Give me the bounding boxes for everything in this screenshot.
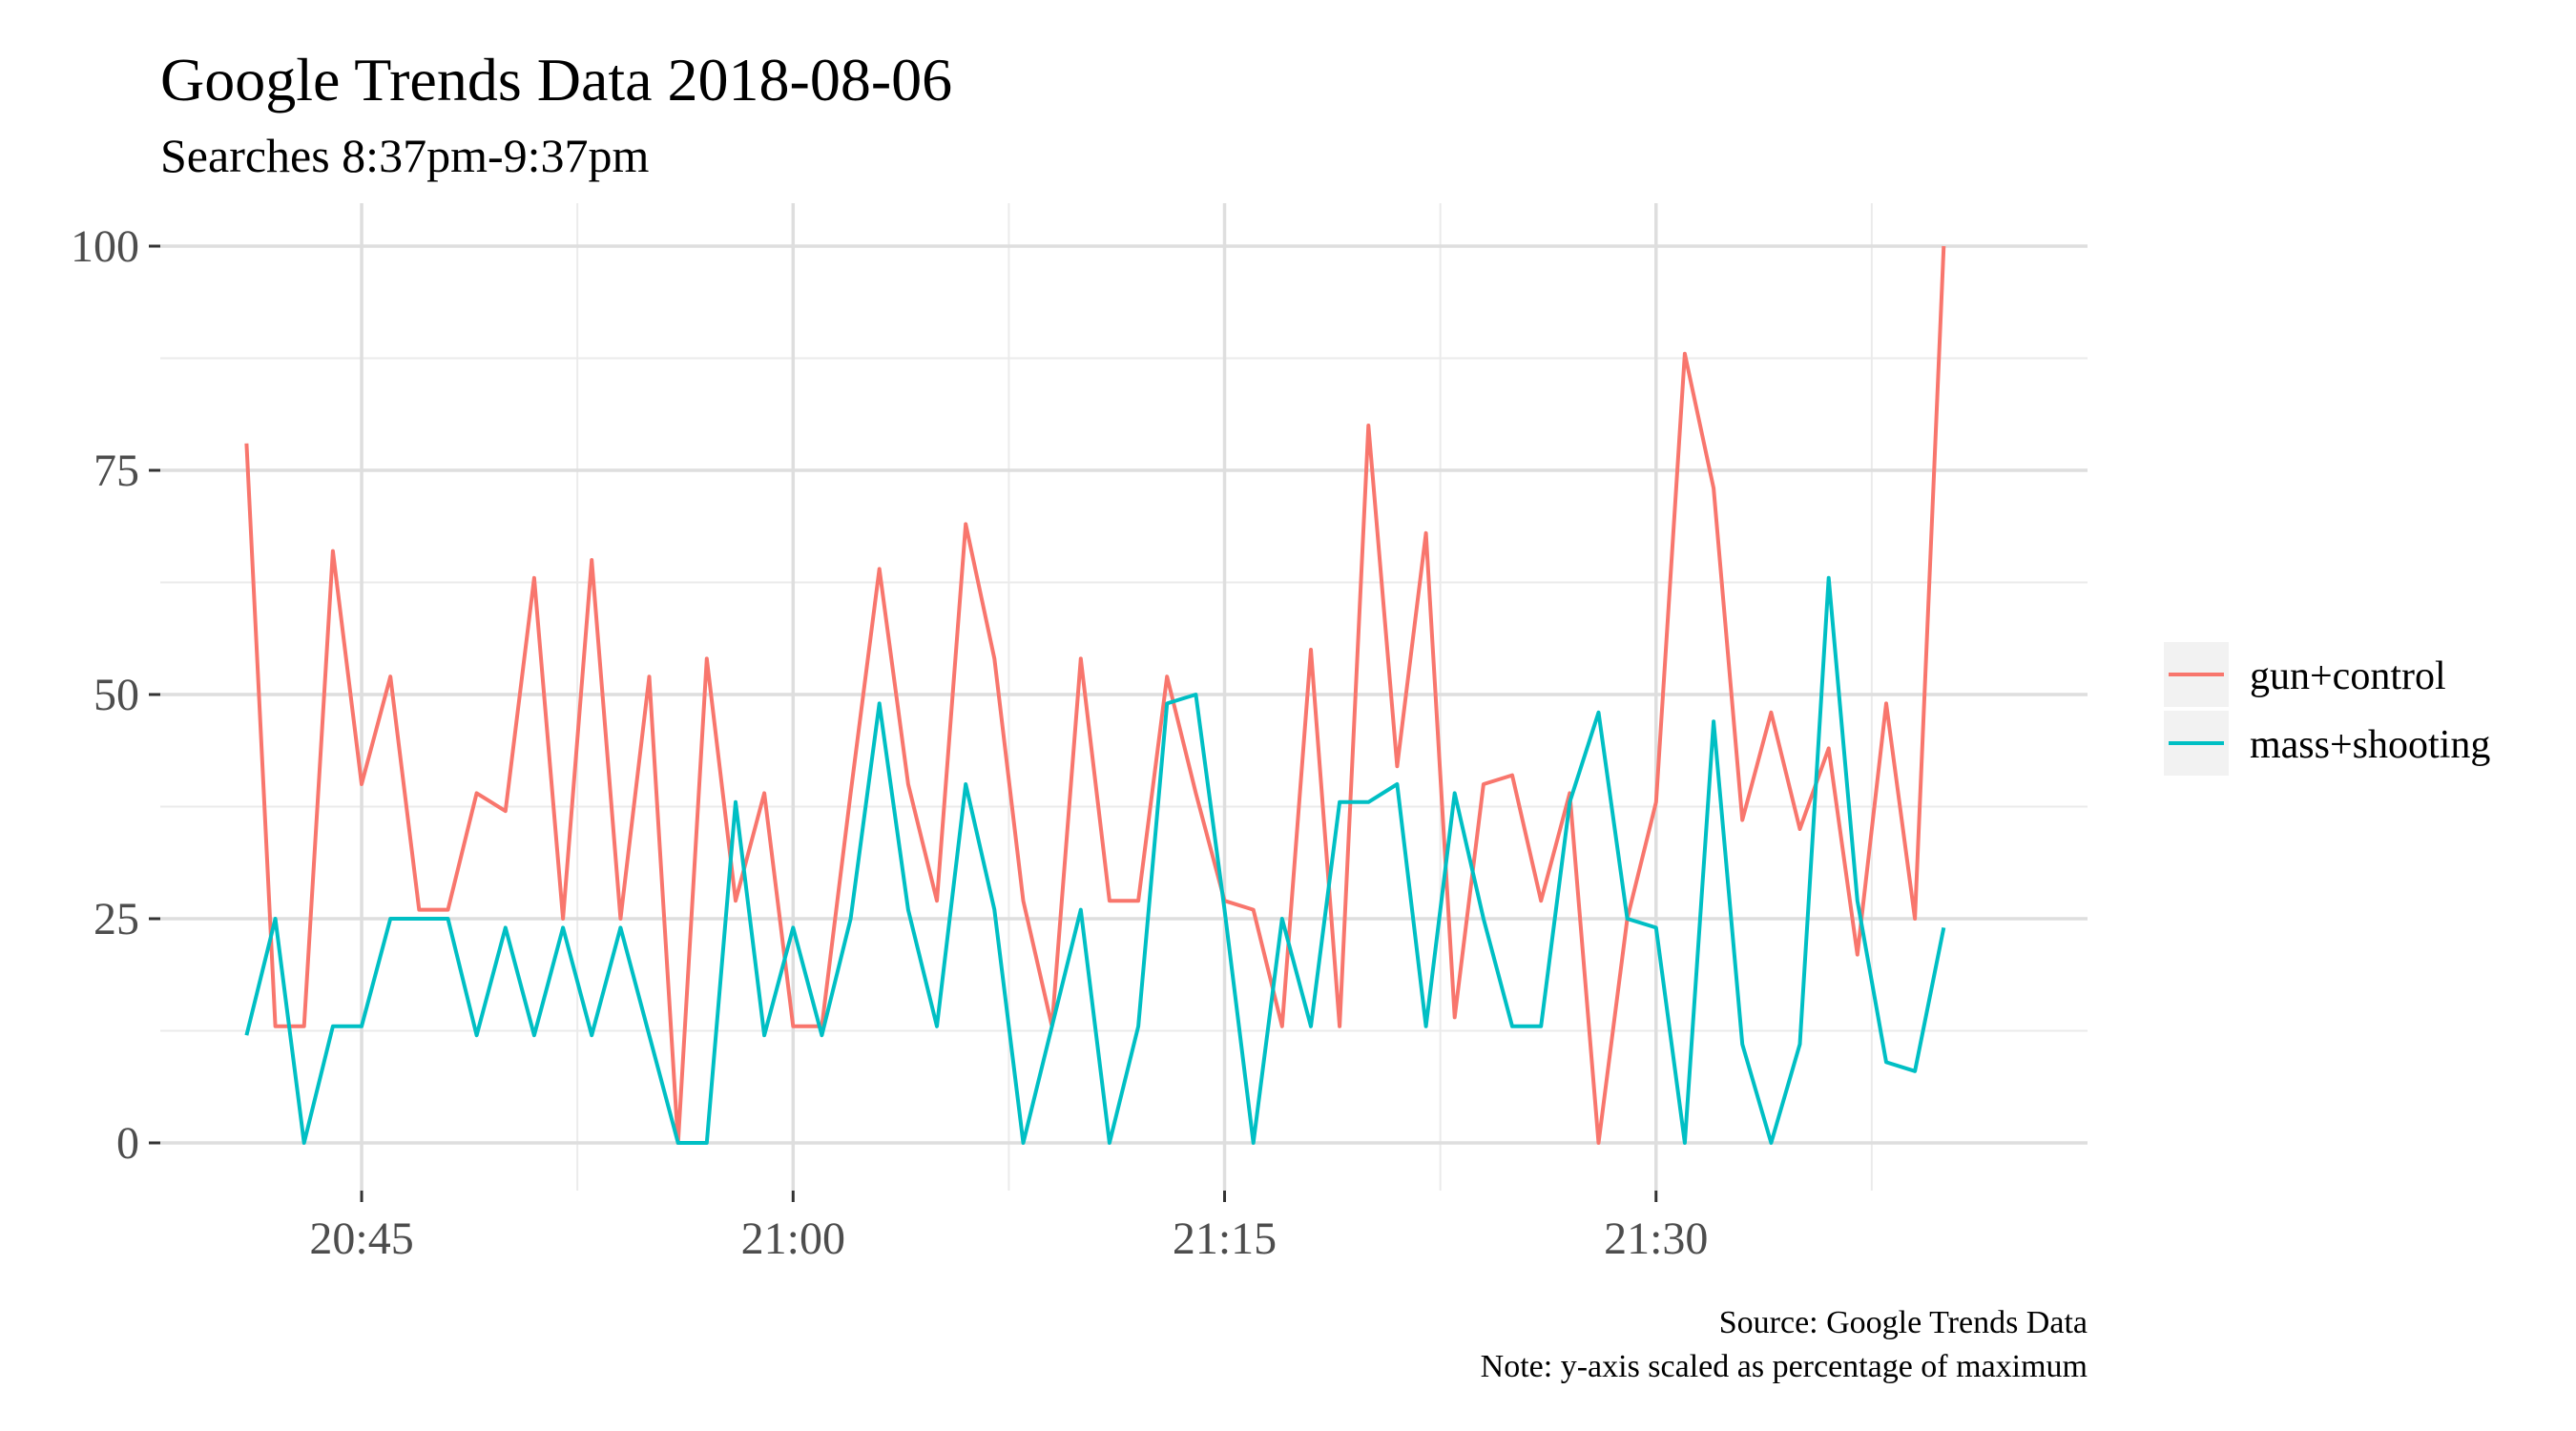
x-tick-label: 21:30: [1604, 1213, 1708, 1264]
legend: gun+control mass+shooting: [2164, 642, 2490, 776]
x-tick-label: 21:15: [1173, 1213, 1277, 1264]
x-axis: 20:45 21:00 21:15 21:30: [309, 1191, 1708, 1264]
panel-background: [160, 203, 2088, 1191]
y-tick-label: 50: [93, 670, 139, 720]
series-line-mass-shooting: [244, 575, 1946, 1145]
legend-label-mass-shooting: mass+shooting: [2250, 723, 2490, 767]
y-axis: 0 25 50 75 100: [71, 221, 160, 1169]
caption-note: Note: y-axis scaled as percentage of max…: [1481, 1349, 2088, 1384]
plot-panel: [160, 203, 2088, 1191]
legend-label-gun-control: gun+control: [2250, 654, 2446, 698]
y-tick-label: 0: [116, 1118, 139, 1169]
caption-source: Source: Google Trends Data: [1719, 1305, 2088, 1340]
series-line-gun-control: [244, 245, 1946, 1145]
x-tick-label: 21:00: [741, 1213, 845, 1264]
gridlines: [160, 203, 2088, 1191]
x-tick-label: 20:45: [309, 1213, 413, 1264]
y-tick-label: 75: [93, 446, 139, 496]
chart-subtitle: Searches 8:37pm-9:37pm: [160, 129, 650, 182]
chart-title: Google Trends Data 2018-08-06: [160, 46, 952, 114]
series-lines: [244, 245, 1946, 1145]
y-tick-label: 100: [71, 221, 139, 272]
y-tick-label: 25: [93, 894, 139, 944]
